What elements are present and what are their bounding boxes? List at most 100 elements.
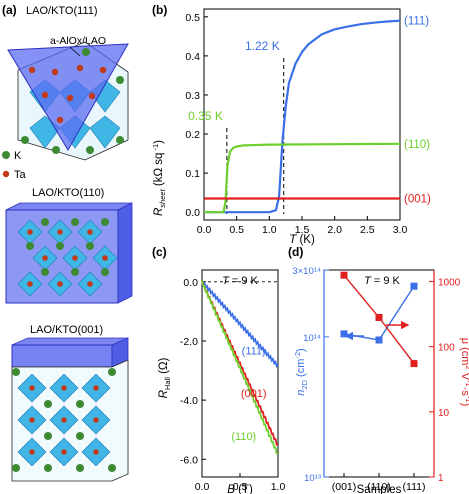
k-atom [71, 268, 79, 276]
x-tick-label: 2.5 [360, 224, 375, 236]
ta-atom [51, 68, 59, 76]
crystal-kto001 [11, 337, 129, 482]
panel-b-xticks: 0.0 0.5 1.0 1.5 2.0 2.5 3.0 [197, 216, 408, 236]
panel-d-right-label: μ (cm2 V-1·s-1) [459, 338, 469, 407]
x-tick-label: 1.5 [295, 224, 310, 236]
ta-atom [61, 449, 67, 455]
y-tick-label: 0.4 [185, 51, 200, 63]
right-tick-label: 10 [438, 408, 450, 419]
ta-atom [88, 92, 96, 100]
y-tick-label: -2.0 [180, 336, 198, 348]
left-tick-label: 10¹⁴ [303, 333, 321, 344]
title-kto111: LAO/KTO(111) [26, 5, 98, 17]
panel-d-xlabel: Samples [357, 484, 402, 494]
x-tick-label: 0.5 [229, 224, 244, 236]
x-tick-label: 3.0 [393, 224, 408, 236]
k-atom [56, 242, 64, 250]
k-atom [108, 368, 116, 376]
k-atom [44, 432, 52, 440]
ta-atom [57, 229, 63, 235]
x-tick-label: 0.5 [233, 481, 248, 493]
panel-d-left-label: n2D (cm-2) [293, 348, 309, 395]
k-atom [12, 464, 20, 472]
panel-d-series [340, 271, 418, 368]
x-tick-label: 1.0 [271, 481, 286, 493]
ta-atom [57, 281, 63, 287]
panel-c-xticks: 0.0 0.5 1.0 [195, 473, 286, 493]
k-legend-label: K [14, 150, 22, 162]
series-line-110 [204, 142, 401, 214]
left-tick-label: 10¹³ [304, 473, 321, 484]
x-tick-label: 0.0 [197, 224, 212, 236]
series-line-110 [201, 280, 279, 455]
panel-b-yticks: 0.0 0.1 0.2 0.3 0.4 0.5 [185, 12, 208, 219]
ta-atom [102, 255, 108, 261]
ta-atom [61, 385, 67, 391]
ta-atom [99, 66, 107, 74]
y-tick-label: 0.1 [185, 168, 200, 180]
panel-d-title: T = 9 K [364, 275, 400, 287]
panel-b-tc-guides: 1.22 K 0.35 K [188, 39, 285, 214]
ta-atom [93, 385, 99, 391]
panel-c-xlabel: B (T) [227, 484, 253, 494]
panel-b-ylabel: Rsheet (kΩ sq -1) [151, 140, 167, 216]
atom-legend: K Ta [2, 150, 27, 181]
k-atom [86, 146, 94, 154]
overlayer-side-110 [117, 202, 133, 304]
k-atom [76, 432, 84, 440]
ta-atom [42, 255, 48, 261]
panel-c-frame [201, 269, 279, 478]
ta-atom [27, 281, 33, 287]
panel-c-series-labels: (111) (001) (110) [231, 345, 266, 443]
panel-c-label: (c) [152, 245, 167, 259]
k-atom [41, 268, 49, 276]
panel-b: (b) Rsheet (kΩ sq -1) 0.0 0.5 1.0 1.5 2.0 2.5… [151, 3, 431, 246]
x-tick-label: (001) [332, 481, 357, 493]
x-tick-label: 0.0 [195, 481, 210, 493]
data-point- [410, 360, 418, 368]
y-tick-label: 0.3 [185, 90, 200, 102]
ta-atom [56, 116, 64, 124]
ta-atom [27, 229, 33, 235]
ta-atom [76, 64, 84, 72]
ta-atom [29, 385, 35, 391]
series-label-111: (111) [404, 16, 429, 28]
overlayer-slab-001 [11, 344, 113, 368]
x-tick-label: 1.0 [262, 224, 277, 236]
panel-c-title: T = 9 K [222, 275, 258, 287]
ta-atom [87, 281, 93, 287]
k-atom [21, 136, 29, 144]
panel-d: (d) 10¹³ 10¹⁴ 3×10¹⁴ 1 10 100 1000 (001) (110)… [288, 245, 469, 494]
k-atom [52, 146, 60, 154]
panel-c: (c) RHall (Ω) 0.0 0.5 1.0 0.0-2.0-4.0-6.0 … [152, 245, 285, 494]
title-kto110: LAO/KTO(110) [32, 187, 104, 199]
y-tick-label: 0.0 [183, 277, 198, 289]
right-tick-label: 1000 [438, 277, 461, 288]
panel-b-series-labels: (111) (110) (001) [404, 16, 431, 206]
k-atom [101, 268, 109, 276]
series-label-110: (110) [231, 431, 256, 443]
x-tick-label: 2.0 [327, 224, 342, 236]
ta-atom [61, 417, 67, 423]
k-atom [82, 48, 90, 56]
series-line-n2d [343, 285, 415, 341]
y-tick-label: 0.0 [185, 207, 200, 219]
panel-a: (a) LAO/KTO(111) a-AlOx/LAO [2, 3, 133, 482]
y-tick-label: -4.0 [180, 395, 198, 407]
data-point- [375, 314, 383, 322]
overlayer-top-110 [5, 202, 133, 211]
tc-annotation-035k: 0.35 K [188, 109, 223, 123]
panel-b-frame [203, 8, 401, 221]
overlayer-pointer [69, 46, 81, 57]
x-tick-label: (111) [403, 481, 426, 493]
data-point- [340, 271, 348, 279]
k-atom [108, 464, 116, 472]
series-line-001 [201, 280, 279, 446]
panel-b-series [204, 19, 401, 214]
k-atom [12, 368, 20, 376]
ta-atom [93, 417, 99, 423]
title-kto001: LAO/KTO(001) [30, 324, 103, 336]
octahedron [89, 115, 121, 149]
panel-d-frame [323, 269, 435, 478]
